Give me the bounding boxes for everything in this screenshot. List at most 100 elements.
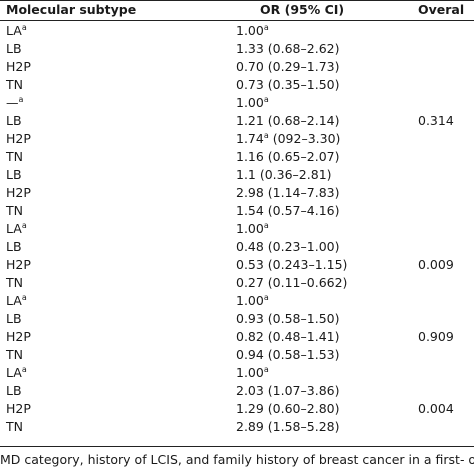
cell-subtype: TN [6, 202, 23, 220]
or-value: 0.93 (0.58–1.50) [236, 311, 340, 326]
table-row: —a 1.00a [0, 94, 474, 112]
table-row: LAa 1.00a [0, 22, 474, 40]
subtype-text: LB [6, 383, 22, 398]
or-footnote-marker: a [263, 292, 269, 302]
or-footnote-marker: a [263, 364, 269, 374]
cell-subtype: TN [6, 148, 23, 166]
table-row: LB 1.1 (0.36–2.81) [0, 166, 474, 184]
subtype-text: LA [6, 365, 22, 380]
cell-subtype: LAa [6, 22, 27, 40]
or-footnote-marker: a [263, 130, 269, 140]
subtype-text: TN [6, 149, 23, 164]
cell-subtype: LAa [6, 220, 27, 238]
cell-or-ci: 0.27 (0.11–0.662) [236, 274, 347, 292]
cell-or-ci: 0.82 (0.48–1.41) [236, 328, 339, 346]
cell-subtype: TN [6, 346, 23, 364]
or-value: 1.00 [236, 95, 264, 110]
or-value: 1.21 (0.68–2.14) [236, 113, 340, 128]
cell-or-ci: 1.16 (0.65–2.07) [236, 148, 339, 166]
subtype-footnote-marker: a [18, 94, 24, 104]
subtype-text: TN [6, 419, 23, 434]
cell-subtype: H2P [6, 256, 31, 274]
or-value: 0.82 (0.48–1.41) [236, 329, 340, 344]
cell-overall-p: 0.004 [418, 401, 454, 416]
table-row: TN 0.94 (0.58–1.53) [0, 346, 474, 364]
subtype-text: H2P [6, 131, 31, 146]
or-value: 1.00 [236, 293, 264, 308]
header-overall: Overal [418, 2, 465, 17]
or-value: 1.00 [236, 23, 264, 38]
subtype-text: LB [6, 167, 22, 182]
cell-overall-p: 0.009 [418, 257, 454, 272]
table-row: LB 1.21 (0.68–2.14) 0.314 [0, 112, 474, 130]
table-header-row: Molecular subtype OR (95% CI) Overal [0, 0, 474, 20]
table-row: LB 0.93 (0.58–1.50) [0, 310, 474, 328]
table-bottom-rule [0, 446, 474, 447]
subtype-text: LA [6, 221, 22, 236]
cell-or-ci: 1.74a (092–3.30) [236, 130, 340, 148]
table-top-rule [0, 0, 474, 1]
or-value: 0.48 (0.23–1.00) [236, 239, 340, 254]
cell-subtype: TN [6, 76, 23, 94]
subtype-footnote-marker: a [21, 22, 27, 32]
table-row: LB 1.33 (0.68–2.62) [0, 40, 474, 58]
subtype-text: LB [6, 41, 22, 56]
cell-subtype: H2P [6, 58, 31, 76]
or-value: 1.54 (0.57–4.16) [236, 203, 340, 218]
or-value: 1.33 (0.68–2.62) [236, 41, 340, 56]
table-row: H2P 1.29 (0.60–2.80) 0.004 [0, 400, 474, 418]
cell-subtype: H2P [6, 400, 31, 418]
or-value: 1.29 (0.60–2.80) [236, 401, 340, 416]
or-footnote-marker: a [263, 220, 269, 230]
cell-subtype: H2P [6, 184, 31, 202]
cell-or-ci: 2.89 (1.58–5.28) [236, 418, 339, 436]
table-row: TN 1.16 (0.65–2.07) [0, 148, 474, 166]
subtype-text: H2P [6, 329, 31, 344]
or-value: 2.98 (1.14–7.83) [236, 185, 340, 200]
table-row: H2P 0.70 (0.29–1.73) [0, 58, 474, 76]
table-body: LAa 1.00a LB 1.33 (0.68–2.62) H2P 0.70 (0.29–… [0, 22, 474, 436]
table-row: LAa 1.00a [0, 220, 474, 238]
subtype-text: TN [6, 347, 23, 362]
table-row: LB 2.03 (1.07–3.86) [0, 382, 474, 400]
or-footnote-marker: a [263, 22, 269, 32]
subtype-text: LB [6, 239, 22, 254]
subtype-text: — [6, 95, 19, 110]
cell-overall-p: 0.314 [418, 113, 454, 128]
cell-or-ci: 0.70 (0.29–1.73) [236, 58, 339, 76]
table-row: TN 0.27 (0.11–0.662) [0, 274, 474, 292]
cell-or-ci: 2.98 (1.14–7.83) [236, 184, 339, 202]
or-footnote-marker: a [263, 94, 269, 104]
subtype-text: LA [6, 293, 22, 308]
cell-or-ci: 1.00a [236, 22, 269, 40]
header-molecular-subtype: Molecular subtype [6, 2, 137, 17]
subtype-footnote-marker: a [21, 220, 27, 230]
or-value: 1.1 (0.36–2.81) [236, 167, 332, 182]
or-value: 2.89 (1.58–5.28) [236, 419, 340, 434]
header-or-ci: OR (95% CI) [260, 2, 345, 17]
cell-or-ci: 1.00a [236, 292, 269, 310]
cell-or-ci: 1.21 (0.68–2.14) [236, 112, 339, 130]
subtype-text: TN [6, 77, 23, 92]
subtype-text: LA [6, 23, 22, 38]
cell-subtype: H2P [6, 130, 31, 148]
subtype-text: H2P [6, 401, 31, 416]
table-row: TN 0.73 (0.35–1.50) [0, 76, 474, 94]
or-value: 1.16 (0.65–2.07) [236, 149, 340, 164]
or-ci-rest: (092–3.30) [268, 131, 341, 146]
subtype-text: LB [6, 113, 22, 128]
table-row: LAa 1.00a [0, 364, 474, 382]
cell-or-ci: 1.29 (0.60–2.80) [236, 400, 339, 418]
cell-subtype: LB [6, 382, 22, 400]
cell-subtype: —a [6, 94, 23, 112]
cell-or-ci: 0.73 (0.35–1.50) [236, 76, 339, 94]
cell-subtype: LB [6, 166, 22, 184]
or-value: 0.94 (0.58–1.53) [236, 347, 340, 362]
subtype-text: H2P [6, 59, 31, 74]
cell-or-ci: 1.54 (0.57–4.16) [236, 202, 339, 220]
cell-or-ci: 0.94 (0.58–1.53) [236, 346, 339, 364]
table-row: H2P 0.82 (0.48–1.41) 0.909 [0, 328, 474, 346]
subtype-footnote-marker: a [21, 364, 27, 374]
or-value: 0.70 (0.29–1.73) [236, 59, 340, 74]
